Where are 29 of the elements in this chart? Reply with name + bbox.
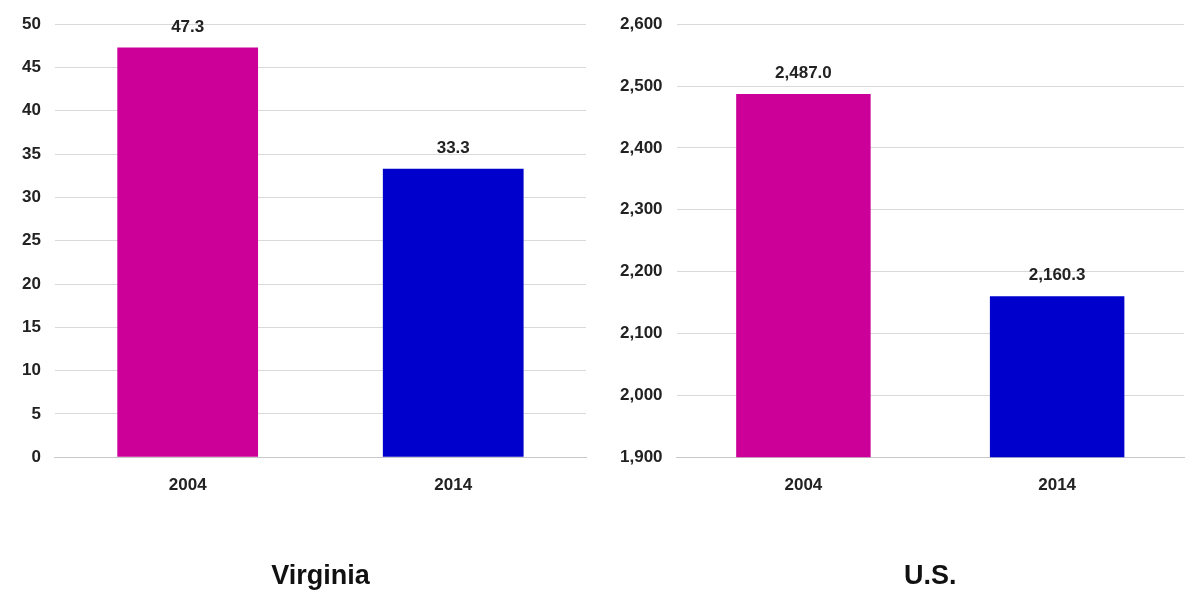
y-tick-label: 15 [21, 316, 41, 336]
y-tick-label: 45 [21, 57, 41, 77]
y-tick-label: 40 [21, 100, 41, 120]
y-tick-label: 0 [31, 446, 41, 466]
x-tick-label: 2014 [434, 475, 473, 495]
data-label: 33.3 [436, 138, 470, 158]
y-tick-label: 2,200 [619, 261, 663, 281]
data-label: 2,487.0 [775, 63, 832, 83]
y-tick-label: 2,000 [619, 385, 663, 405]
y-tick-label: 2,600 [619, 13, 663, 33]
y-tick-label: 5 [31, 403, 41, 423]
x-axis-title: U.S. [904, 560, 957, 591]
y-tick-label: 2,400 [619, 137, 663, 157]
y-tick-label: 35 [21, 143, 41, 163]
y-tick-label: 1,900 [619, 446, 663, 466]
y-tick-label: 2,300 [619, 199, 663, 219]
y-tick-label: 30 [21, 187, 41, 207]
x-tick-label: 2004 [168, 475, 208, 495]
y-tick-label: 50 [21, 13, 41, 33]
y-tick-label: 2,100 [619, 323, 663, 343]
x-axis-title: Virginia [271, 560, 371, 591]
data-label: 47.3 [171, 16, 205, 36]
data-label: 2,160.3 [1028, 265, 1086, 285]
y-tick-label: 10 [21, 360, 41, 380]
y-tick-label: 2,500 [619, 75, 663, 95]
x-tick-label: 2004 [784, 475, 823, 495]
y-tick-label: 25 [21, 230, 41, 250]
y-tick-label: 20 [21, 273, 41, 293]
x-tick-label: 2014 [1038, 475, 1077, 495]
